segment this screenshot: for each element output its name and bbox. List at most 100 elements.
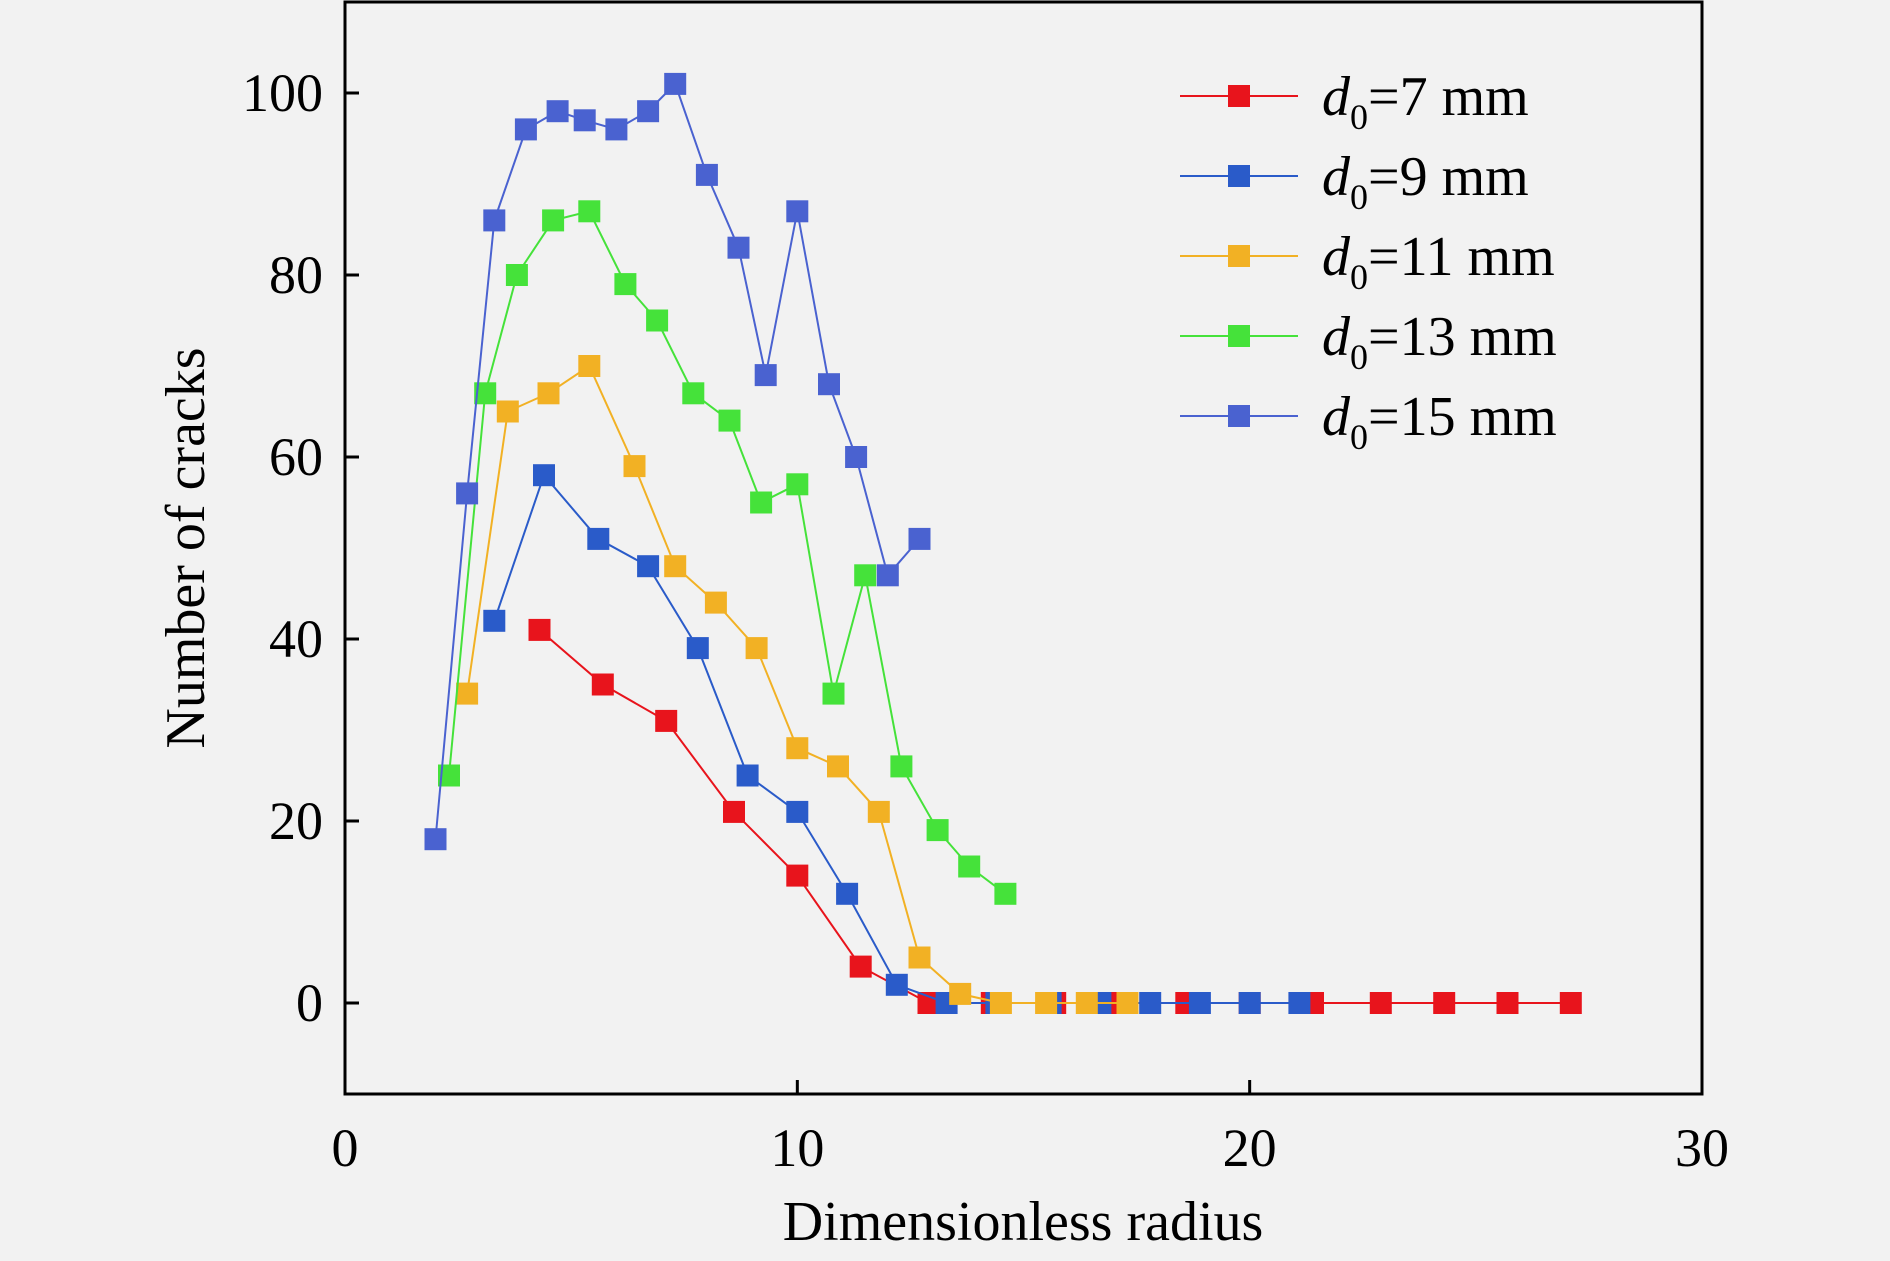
data-point — [573, 109, 596, 132]
legend-marker — [1228, 405, 1250, 427]
data-point — [1496, 992, 1519, 1014]
data-point — [1035, 992, 1058, 1014]
data-point — [876, 564, 899, 587]
legend-label-rest: =7 mm — [1368, 66, 1529, 128]
x-axis-title: Dimensionless radius — [783, 1191, 1264, 1253]
data-point — [605, 118, 628, 141]
ticks-layer: 0 10 20 30 0 20 40 60 80 100 — [242, 63, 1729, 1178]
y-tick-label: 60 — [269, 427, 323, 487]
data-point — [994, 882, 1017, 905]
legend-label-main: d — [1322, 146, 1351, 208]
data-point — [438, 764, 460, 787]
data-point — [1369, 992, 1392, 1014]
data-point — [818, 373, 840, 396]
data-point — [1116, 992, 1139, 1014]
data-point — [682, 382, 705, 405]
data-point — [514, 118, 537, 141]
data-point — [637, 100, 660, 123]
data-point — [958, 855, 981, 878]
y-tick-label: 20 — [269, 791, 323, 851]
data-point — [949, 982, 972, 1005]
data-point — [591, 673, 614, 696]
data-point — [885, 973, 908, 996]
data-point — [456, 682, 479, 705]
legend-label-subscript: 0 — [1350, 177, 1368, 217]
data-point — [578, 200, 601, 223]
data-point — [637, 555, 660, 578]
data-point — [704, 591, 727, 614]
legend-label-subscript: 0 — [1350, 417, 1368, 457]
legend-label: d0=13 mm — [1322, 306, 1557, 377]
plot-frame — [343, 0, 1704, 1096]
data-point — [474, 382, 497, 405]
x-tick-label: 10 — [770, 1118, 824, 1178]
data-point — [786, 737, 809, 760]
data-point — [614, 273, 637, 296]
legend-item: d0=7 mm — [1180, 66, 1529, 137]
series-layer — [424, 72, 1582, 1014]
data-point — [1238, 992, 1261, 1014]
data-point — [926, 819, 949, 842]
data-point — [854, 564, 877, 587]
data-point — [542, 209, 565, 232]
data-point — [1188, 992, 1211, 1014]
legend-label-main: d — [1322, 306, 1351, 368]
data-point — [533, 464, 555, 487]
legend-label-rest: =15 mm — [1368, 386, 1557, 448]
y-tick-label: 0 — [296, 973, 323, 1033]
data-point — [695, 163, 718, 186]
legend-label-rest: =9 mm — [1368, 146, 1529, 208]
y-tick-label: 100 — [242, 63, 323, 123]
data-point — [1075, 992, 1098, 1014]
series-5 — [424, 72, 931, 851]
data-point — [908, 946, 931, 969]
y-tick-label: 80 — [269, 245, 323, 305]
data-point — [827, 755, 849, 778]
legend-marker — [1228, 85, 1250, 107]
legend-item: d0=9 mm — [1180, 146, 1529, 217]
data-point — [623, 455, 646, 478]
data-point — [718, 409, 741, 432]
data-point — [424, 828, 447, 851]
x-tick-label: 0 — [332, 1118, 359, 1178]
data-point — [836, 882, 859, 905]
data-point — [483, 209, 506, 232]
legend-item: d0=13 mm — [1180, 306, 1557, 377]
data-point — [845, 446, 868, 468]
data-point — [786, 864, 809, 887]
data-point — [528, 618, 551, 641]
legend-marker — [1228, 165, 1250, 187]
data-point — [1139, 992, 1162, 1014]
legend-marker — [1228, 325, 1250, 347]
legend-label-subscript: 0 — [1350, 97, 1368, 137]
legend-label: d0=7 mm — [1322, 66, 1529, 137]
legend-label-main: d — [1322, 226, 1351, 288]
legend-label-subscript: 0 — [1350, 337, 1368, 377]
y-axis-title: Number of cracks — [155, 347, 217, 748]
legend-item: d0=11 mm — [1180, 226, 1555, 297]
data-point — [908, 527, 931, 550]
x-tick-label: 20 — [1223, 1118, 1277, 1178]
data-point — [664, 555, 687, 578]
series-3 — [456, 355, 1139, 1014]
data-point — [505, 264, 528, 286]
data-point — [664, 72, 687, 95]
data-point — [745, 637, 768, 660]
legend-label-subscript: 0 — [1350, 257, 1368, 297]
legend-label-rest: =13 mm — [1368, 306, 1557, 368]
data-point — [587, 527, 610, 550]
data-point — [822, 682, 845, 705]
legend-item: d0=15 mm — [1180, 386, 1557, 457]
data-point — [537, 382, 560, 405]
data-point — [646, 309, 669, 332]
data-point — [578, 355, 601, 377]
data-point — [483, 609, 506, 632]
data-point — [686, 637, 709, 660]
data-point — [546, 100, 569, 123]
data-point — [890, 755, 913, 778]
data-point — [496, 400, 519, 423]
legend-label-rest: =11 mm — [1368, 226, 1555, 288]
